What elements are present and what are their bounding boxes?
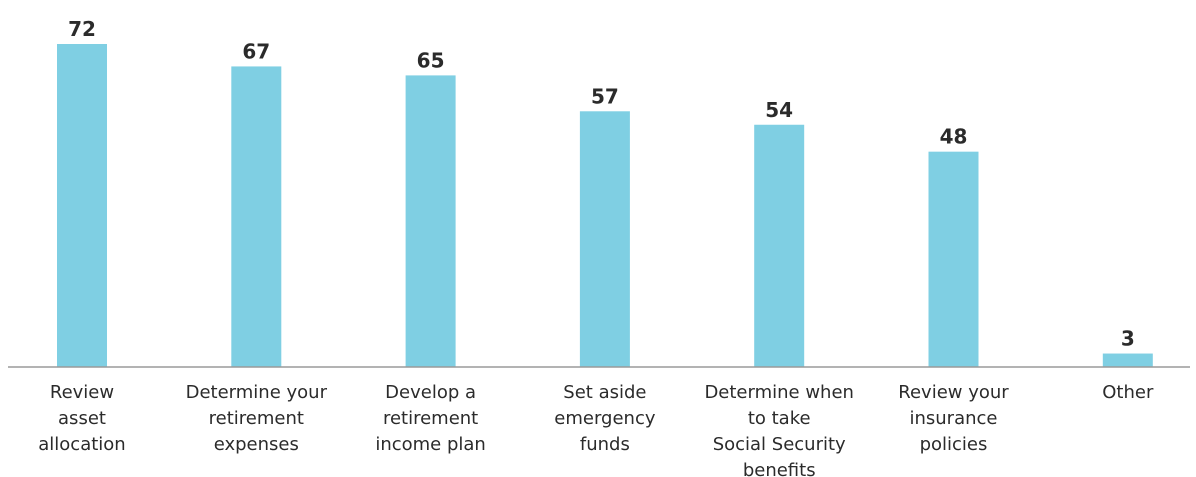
bar [1102, 353, 1153, 367]
bar-value-label: 48 [940, 125, 968, 149]
bars-group [57, 44, 1153, 368]
category-label-line: policies [920, 434, 988, 455]
category-labels-group: Review asset allocation Determine your retir… [38, 382, 1154, 477]
category-label-line: expenses [214, 434, 299, 455]
category-label-line: Determine your [186, 382, 328, 403]
category-label-line: Determine when [704, 382, 854, 403]
category-label-line: benefits [743, 460, 816, 477]
bar [231, 66, 282, 368]
bar [928, 151, 979, 367]
category-label-line: Develop a [385, 382, 476, 403]
bar [405, 75, 456, 368]
value-labels-group: 72 67 65 57 54 48 3 [68, 17, 1135, 351]
category-label-line: emergency [554, 408, 656, 429]
category-label: Review your insurance policies [898, 382, 1009, 455]
category-label: Review asset allocation [38, 382, 125, 455]
category-label-line: income plan [375, 434, 486, 455]
category-label-line: funds [580, 434, 630, 455]
category-label: Develop a retirement income plan [375, 382, 486, 455]
category-label-line: Set aside [563, 382, 646, 403]
category-label: Set aside emergency funds [554, 382, 656, 455]
bar-value-label: 72 [68, 17, 96, 41]
bar-value-label: 57 [591, 84, 619, 108]
bar [754, 124, 805, 367]
category-label-line: to take [748, 408, 811, 429]
category-label: Determine your retirement expenses [186, 382, 328, 455]
category-label: Other [1102, 382, 1154, 403]
category-label-line: retirement [383, 408, 478, 429]
category-label-line: retirement [209, 408, 304, 429]
category-label: Determine when to take Social Security bene… [704, 382, 854, 477]
category-label-line: Social Security [713, 434, 846, 455]
bar-value-label: 54 [765, 98, 793, 122]
category-label-line: Review [50, 382, 114, 403]
category-label-line: insurance [909, 408, 997, 429]
bar [579, 111, 630, 368]
bar [57, 44, 107, 367]
category-label-line: allocation [38, 434, 125, 455]
bar-value-label: 65 [417, 48, 445, 72]
category-label-line: Other [1102, 382, 1154, 403]
bar-value-label: 3 [1121, 327, 1135, 351]
bar-value-label: 67 [242, 39, 270, 63]
category-label-line: asset [58, 408, 106, 429]
category-label-line: Review your [898, 382, 1009, 403]
